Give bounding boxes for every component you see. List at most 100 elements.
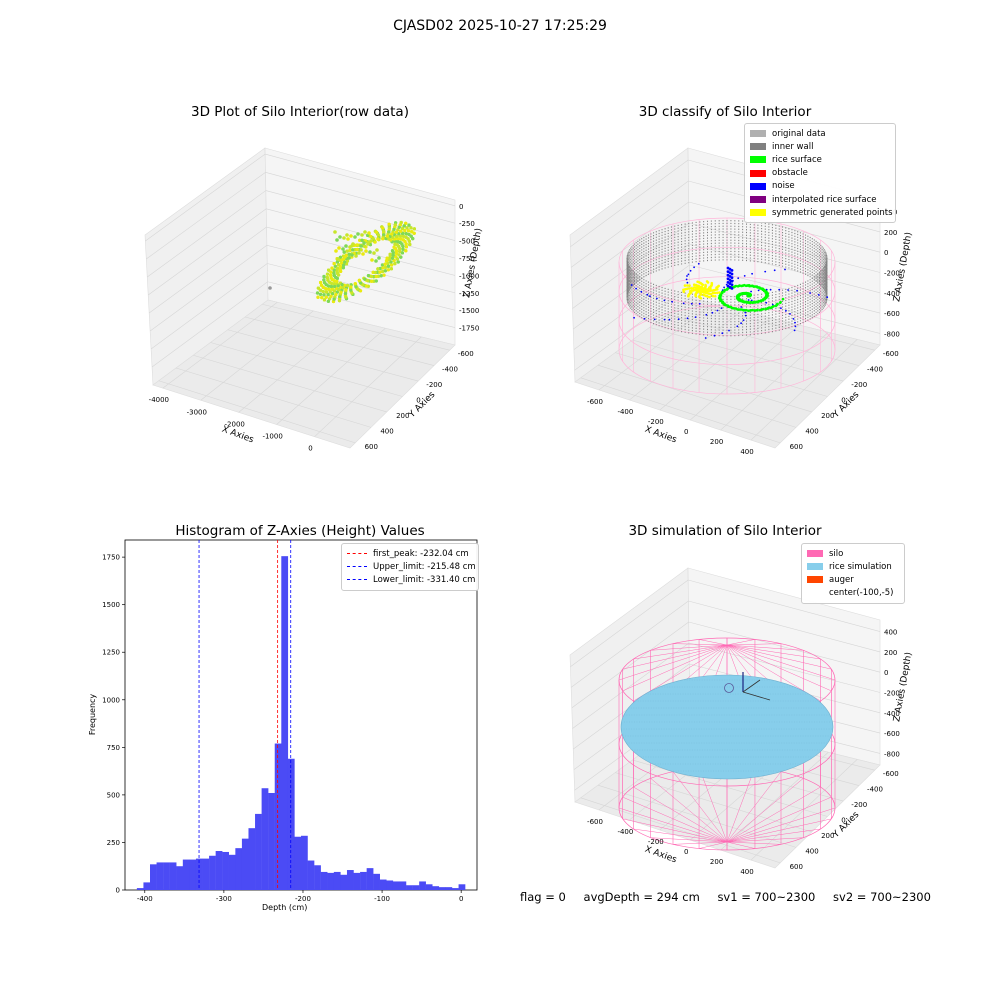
- rice-point: [401, 234, 405, 238]
- noise-point: [653, 318, 656, 321]
- panel4-ytick: 400: [805, 847, 818, 855]
- noise-point: [728, 329, 730, 332]
- histogram-bar: [438, 887, 446, 890]
- panel4-ytick: -200: [851, 801, 867, 809]
- rice-surface-point: [769, 306, 773, 310]
- rice-point: [355, 243, 359, 247]
- rice-point: [399, 255, 403, 259]
- rice-surface-point: [755, 285, 759, 288]
- symmetric-point: [710, 281, 714, 285]
- noise-point: [685, 278, 688, 281]
- legend-item: obstacle: [750, 167, 890, 180]
- panel1-xtick: -3000: [187, 408, 207, 416]
- noise-point: [663, 299, 666, 302]
- noise-point: [704, 337, 707, 339]
- noise-point: [750, 290, 752, 293]
- panel4-ytick: 600: [790, 863, 803, 871]
- histogram-bar: [392, 881, 400, 890]
- panel1-ytick: 0: [416, 397, 420, 405]
- symmetric-point: [688, 290, 692, 293]
- rice-point: [329, 276, 333, 280]
- silo-floor-strut: [650, 778, 728, 843]
- panel2-legend: original data inner wall rice surface obsta…: [744, 123, 896, 224]
- rice-point: [387, 226, 391, 230]
- histogram-bar: [379, 879, 387, 890]
- noise-point: [764, 270, 767, 273]
- histogram-bar: [261, 788, 269, 890]
- rice-surface-point: [720, 290, 724, 294]
- noise-point: [698, 302, 701, 305]
- rice-surface-point: [761, 287, 765, 291]
- histogram-legend: first_peak: -232.04 cm Upper_limit: -215.…: [341, 543, 479, 591]
- rice-point: [340, 283, 344, 287]
- legend-swatch: [750, 156, 766, 164]
- rice-point: [362, 244, 367, 248]
- rice-point: [359, 244, 363, 248]
- rice-surface-point: [747, 292, 750, 295]
- rice-point: [378, 266, 382, 271]
- rice-point: [381, 226, 385, 230]
- rice-point: [350, 291, 354, 295]
- legend-item: rice surface: [750, 153, 890, 166]
- panel4-xtick: 0: [684, 848, 688, 856]
- histogram-bar: [333, 871, 341, 890]
- rice-point: [391, 251, 395, 255]
- rice-point: [315, 291, 320, 295]
- rice-surface-point: [741, 292, 744, 295]
- silo-roof-strut: [622, 644, 728, 670]
- noise-point: [826, 296, 829, 299]
- legend-item: silo: [807, 547, 899, 560]
- rice-point: [375, 230, 379, 234]
- symmetric-point: [683, 284, 687, 287]
- noise-point: [785, 309, 787, 312]
- rice-point: [381, 237, 385, 241]
- noise-point: [792, 318, 795, 320]
- sv1-text: sv1 = 700~2300: [717, 890, 816, 904]
- panel2-ytick: 600: [790, 443, 803, 451]
- rice-point: [412, 227, 416, 231]
- rice-surface-point: [766, 292, 769, 295]
- rice-point: [382, 273, 386, 277]
- legend-item: original data: [750, 127, 890, 140]
- silo-floor-strut: [698, 841, 728, 849]
- panel1-ztick: -1500: [459, 307, 479, 315]
- rice-point: [361, 283, 365, 287]
- panel1-ztick: -1250: [459, 290, 479, 298]
- symmetric-point: [699, 289, 703, 292]
- legend-swatch: [807, 550, 823, 558]
- rice-surface-point: [745, 291, 748, 295]
- rice-point: [326, 299, 330, 303]
- panel1-ztick: -1000: [459, 272, 479, 280]
- silo-floor-strut: [633, 786, 728, 843]
- rice-point: [367, 231, 371, 235]
- rice-point: [316, 286, 320, 290]
- symmetric-point: [682, 290, 686, 294]
- symmetric-point: [709, 292, 713, 296]
- rice-point: [354, 254, 358, 258]
- rice-point: [325, 275, 329, 280]
- silo-floor-strut: [726, 841, 756, 849]
- rice-surface-point: [759, 299, 762, 303]
- symmetric-point: [686, 284, 689, 287]
- histogram-bar: [294, 836, 302, 890]
- panel4-ytick: -600: [883, 770, 899, 778]
- rice-point: [362, 241, 366, 245]
- rice-point: [316, 295, 320, 299]
- rice-point: [324, 287, 328, 291]
- silo-floor-strut: [650, 837, 728, 843]
- rice-surface-point: [735, 296, 739, 300]
- rice-surface-point: [748, 301, 751, 305]
- rice-point: [319, 283, 324, 287]
- panel4-ztick: -800: [884, 750, 900, 758]
- histogram-bar: [340, 874, 348, 890]
- rice-point: [334, 249, 338, 253]
- rice-point: [384, 265, 388, 269]
- histogram-bar: [327, 872, 335, 890]
- rice-point: [407, 232, 411, 237]
- histogram-frame: [124, 539, 478, 891]
- rice-point: [403, 239, 407, 244]
- rice-point: [404, 245, 408, 249]
- panel4-ztick: 0: [884, 669, 888, 677]
- histogram-bar: [156, 862, 164, 890]
